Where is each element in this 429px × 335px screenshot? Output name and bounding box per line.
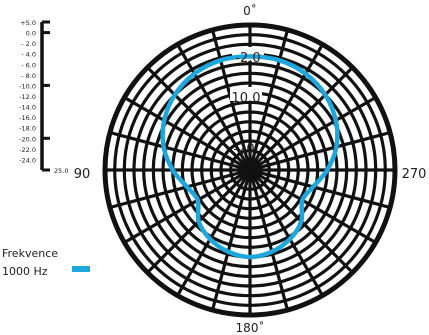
scale-tick-label: - 6.0	[21, 61, 36, 69]
ring-label-backing	[230, 87, 262, 101]
scale-tick-label: -12.0	[19, 93, 36, 101]
scale-tick-label: -18.0	[19, 125, 36, 133]
grid-spoke	[249, 168, 377, 244]
polar-grid	[102, 22, 398, 318]
angle-label-90: 90	[74, 167, 91, 182]
scale-tick-label: -14.0	[19, 104, 36, 112]
scale-tick-label: - 2.0	[21, 40, 36, 48]
angle-labels: 0˚ 90 180˚ 270	[74, 3, 427, 335]
angle-label-270: 270	[402, 167, 427, 182]
scale-tick-label: -10.0	[19, 82, 36, 90]
grid-spoke	[176, 169, 252, 297]
scale-tick-label: -16.0	[19, 114, 36, 122]
grid-spoke	[109, 130, 251, 172]
grid-spoke	[248, 29, 290, 171]
angle-label-0: 0˚	[243, 3, 257, 18]
grid-spoke	[248, 169, 290, 311]
grid-spoke	[249, 168, 391, 210]
ring-label-minus2: -2.0	[235, 51, 260, 66]
scale-tick-label: -24.0	[19, 156, 36, 164]
scale-tick-label: -22.0	[19, 146, 36, 154]
scale-tick-label: +5.0	[20, 19, 36, 27]
grid-spoke	[249, 96, 377, 172]
grid-spoke	[109, 168, 251, 210]
legend-title: Frekvence	[2, 247, 59, 260]
angle-label-180: 180˚	[236, 320, 265, 335]
grid-spoke	[248, 169, 324, 297]
grid-spoke	[123, 168, 251, 244]
ring-label-minus20: -20	[233, 142, 254, 157]
grid-spoke	[146, 66, 252, 172]
grid-spoke	[176, 43, 252, 171]
grid-spoke	[210, 169, 252, 311]
scale-tick-label: - 4.0	[21, 51, 36, 59]
db-scale-bar: +5.0 0.0 - 2.0 - 4.0 - 6.0 - 8.0 -10.0 -12.0 -14…	[19, 19, 68, 175]
scale-tick-label: 25.0	[54, 167, 68, 175]
scale-tick-label: 0.0	[26, 30, 36, 38]
scale-tick-label: - 8.0	[21, 72, 36, 80]
grid-spoke	[249, 130, 391, 172]
ring-labels: -2.0 10.0 -20	[232, 51, 261, 157]
legend-swatch	[72, 266, 90, 272]
grid-spoke	[248, 66, 354, 172]
legend-entry-label: 1000 Hz	[2, 265, 48, 278]
grid-spoke	[248, 43, 324, 171]
polar-trace-1000hz	[160, 54, 340, 260]
scale-tick-label: -20.0	[19, 135, 36, 143]
ring-label-10: 10.0	[232, 91, 261, 106]
grid-spoke	[123, 96, 251, 172]
